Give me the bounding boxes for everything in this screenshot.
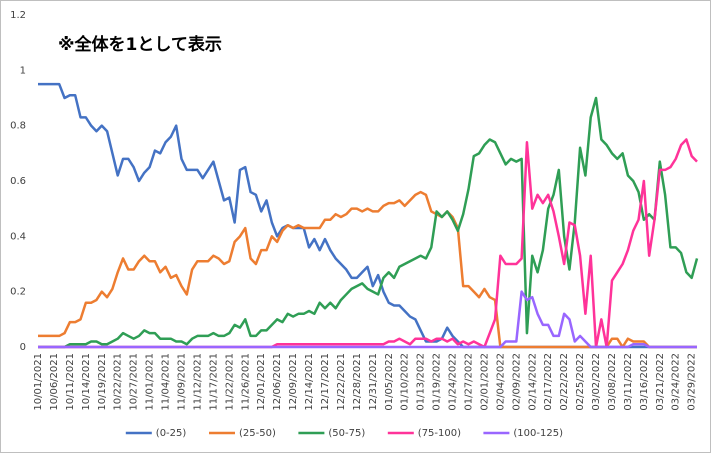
x-tick-label: 01/27/2022 [463,353,474,411]
x-tick-label: 12/31/2021 [368,353,379,411]
x-tick-label: 12/01/2021 [256,353,267,411]
x-tick-label: 03/24/2022 [671,353,682,411]
x-tick-label: 10/27/2021 [129,353,140,411]
x-tick-label: 10/14/2021 [81,353,92,411]
series-line [38,96,699,349]
y-tick-label: 1.2 [10,10,26,21]
x-tick-label: 02/17/2022 [543,353,554,411]
series-line [38,290,697,349]
x-tick-label: 02/14/2022 [527,353,538,411]
legend-label: (100-125) [513,428,563,439]
x-tick-label: 11/09/2021 [176,353,187,411]
legend-label: (75-100) [418,428,461,439]
x-tick-label: 02/01/2022 [479,353,490,411]
x-tick-label: 01/10/2022 [400,353,411,411]
x-tick-label: 12/14/2021 [304,353,315,411]
y-tick-label: 0.2 [10,287,26,298]
x-tick-label: 12/17/2021 [320,353,331,411]
legend-label: (0-25) [156,428,187,439]
y-tick-label: 0.8 [10,121,26,132]
x-tick-label: 03/21/2022 [655,353,666,411]
annotation: ※全体を1として表示 [58,34,222,55]
x-tick-label: 01/24/2022 [448,353,459,411]
y-tick-label: 1 [20,65,26,76]
x-tick-label: 03/11/2022 [623,353,634,411]
legend-label: (25-50) [239,428,276,439]
x-tick-label: 11/01/2021 [145,353,156,411]
x-tick-label: 01/13/2022 [416,353,427,411]
x-tick-label: 11/12/2021 [192,353,203,411]
x-tick-label: 12/22/2021 [336,353,347,411]
x-tick-label: 11/22/2021 [224,353,235,411]
x-tick-label: 01/19/2022 [432,353,443,411]
legend-label: (50-75) [328,428,365,439]
x-tick-label: 10/22/2021 [113,353,124,411]
x-tick-label: 10/19/2021 [97,353,108,411]
x-tick-label: 02/09/2022 [511,353,522,411]
x-tick-label: 03/02/2022 [591,353,602,411]
x-tick-label: 03/16/2022 [639,353,650,411]
x-tick-label: 11/17/2021 [208,353,219,411]
x-tick-label: 02/04/2022 [495,353,506,411]
x-tick-label: 11/04/2021 [161,353,172,411]
x-tick-label: 11/26/2021 [240,353,251,411]
series-line [38,190,697,349]
x-tick-label: 12/09/2021 [288,353,299,411]
x-tick-label: 03/08/2022 [607,353,618,411]
y-tick-label: 0.4 [10,231,26,242]
x-tick-label: 10/06/2021 [49,353,60,411]
x-tick-label: 03/29/2022 [687,353,698,411]
x-tick-label: 12/28/2021 [352,353,363,411]
x-tick-label: 01/05/2022 [384,353,395,411]
x-tick-label: 10/01/2021 [33,353,44,411]
x-tick-label: 02/25/2022 [575,353,586,411]
x-tick-label: 12/06/2021 [272,353,283,411]
x-tick-label: 10/11/2021 [65,353,76,411]
y-tick-label: 0.6 [10,176,26,187]
x-tick-label: 02/22/2022 [559,353,570,411]
y-tick-label: 0 [20,342,26,353]
